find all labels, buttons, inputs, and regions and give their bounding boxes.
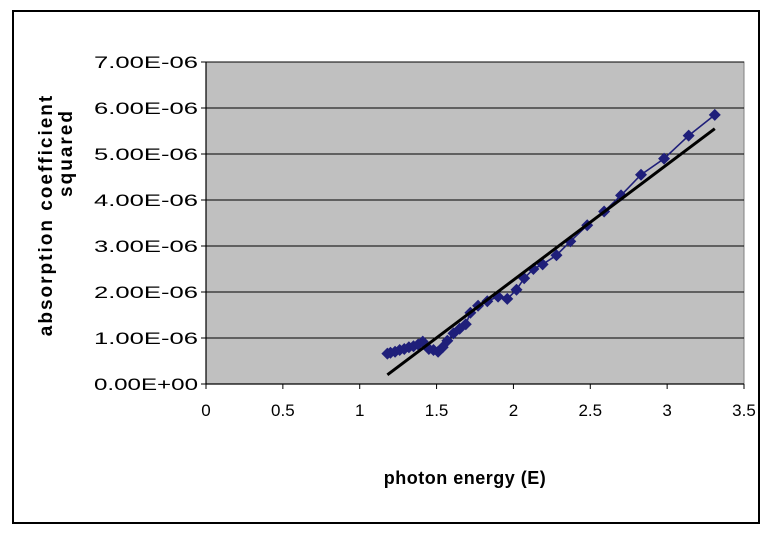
x-tick-label: 2 — [509, 401, 518, 420]
y-tick-label: 0.00E+00 — [94, 375, 198, 394]
y-axis-title-line-2: squared — [56, 109, 77, 197]
trendline-group — [386, 127, 716, 376]
x-tick-label: 0.5 — [271, 401, 295, 420]
data-point — [459, 318, 472, 331]
y-tick-labels: 0.00E+00 1.00E-06 2.00E-06 3.00E-06 4.00E-06… — [94, 53, 198, 394]
y-tick-label: 2.00E-06 — [94, 283, 198, 302]
y-axis-title-line-1: absorption coefficient — [36, 94, 57, 336]
y-tick-label: 7.00E-06 — [94, 53, 198, 72]
x-tick-label: 1 — [355, 401, 364, 420]
x-tick-label: 1.5 — [425, 401, 449, 420]
trendline — [386, 127, 716, 376]
data-point — [510, 283, 523, 296]
data-point — [658, 152, 671, 165]
data-series — [381, 108, 721, 360]
data-point — [441, 334, 454, 347]
x-tick-label: 2.5 — [578, 401, 602, 420]
chart-frame: 0.00E+00 1.00E-06 2.00E-06 3.00E-06 4.00E-06… — [12, 10, 760, 524]
data-point — [708, 108, 721, 121]
data-point — [550, 249, 563, 262]
x-tick-labels: 0 0.5 1 1.5 2 2.5 3 3.5 — [201, 401, 756, 420]
data-point — [635, 168, 648, 181]
chart: 0.00E+00 1.00E-06 2.00E-06 3.00E-06 4.00E-06… — [36, 53, 756, 488]
x-axis-title: photon energy (E) — [384, 468, 547, 488]
y-tick-label: 3.00E-06 — [94, 237, 198, 256]
y-tick-label: 6.00E-06 — [94, 99, 198, 118]
data-point — [682, 129, 695, 142]
x-tick-label: 3.5 — [732, 401, 756, 420]
axes — [205, 62, 744, 385]
y-tick-label: 1.00E-06 — [94, 329, 198, 348]
x-tick-label: 0 — [201, 401, 210, 420]
data-point — [501, 292, 514, 305]
x-tick-label: 3 — [662, 401, 671, 420]
y-tick-label: 5.00E-06 — [94, 145, 198, 164]
y-tick-label: 4.00E-06 — [94, 191, 198, 210]
gridlines — [201, 61, 745, 389]
plot-area — [205, 61, 745, 385]
